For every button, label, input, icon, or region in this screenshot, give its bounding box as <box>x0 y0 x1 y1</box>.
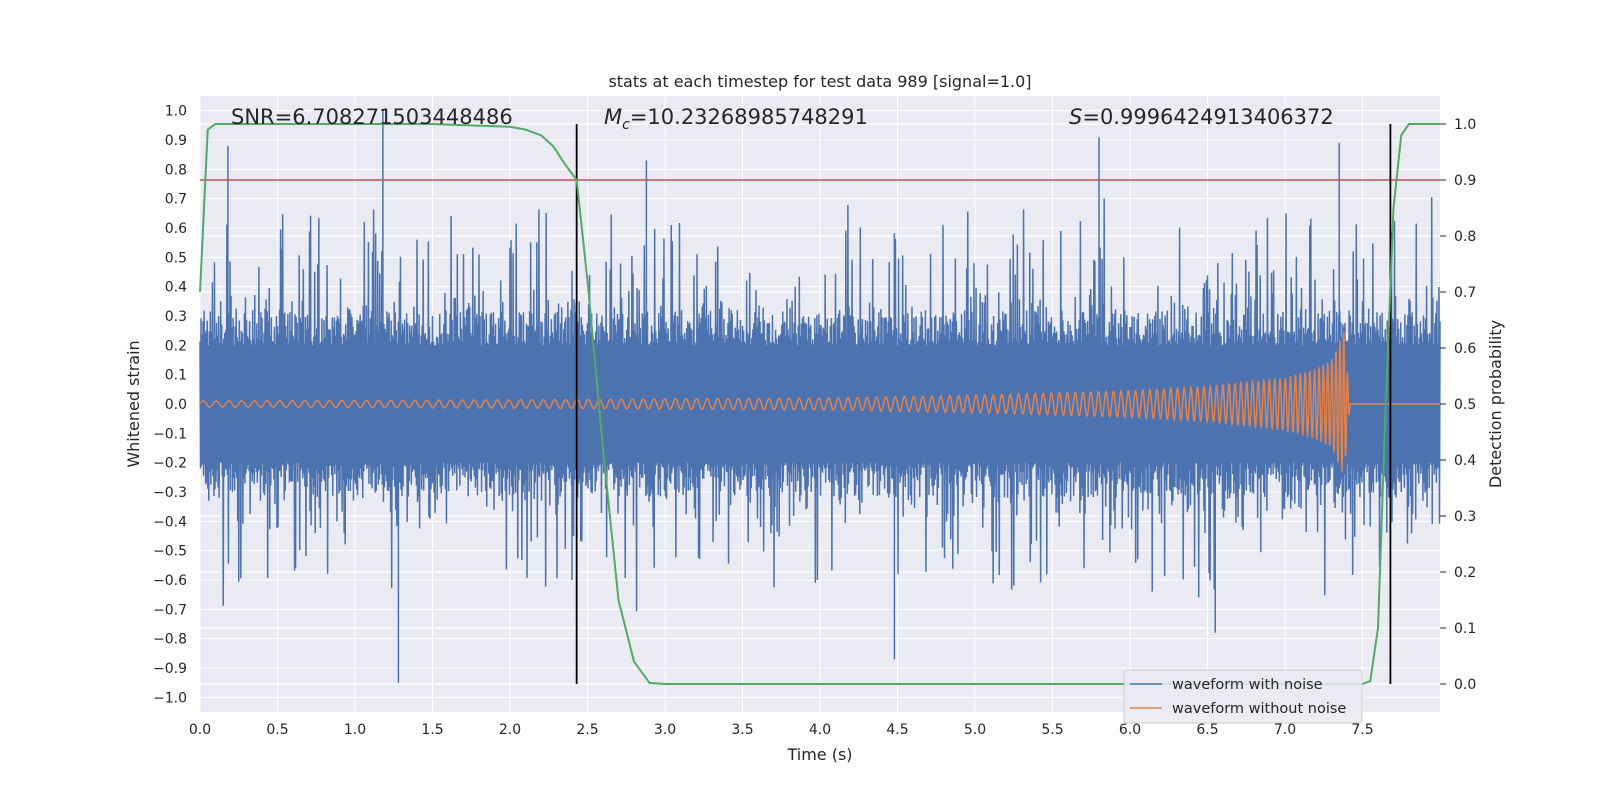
y-tick-label: 1.0 <box>165 104 187 120</box>
x-tick-label: 1.5 <box>421 722 443 738</box>
y2-tick-label: 0.7 <box>1454 285 1476 301</box>
y-tick-label: −0.6 <box>153 573 187 589</box>
x-tick-label: 3.0 <box>654 722 676 738</box>
y-tick-label: −0.1 <box>153 426 187 442</box>
y2-axis-label: Detection probability <box>1486 320 1505 488</box>
y2-tick-label: 0.1 <box>1454 621 1476 637</box>
y-tick-label: 0.8 <box>165 162 187 178</box>
y2-tick-label: 1.0 <box>1454 117 1476 133</box>
y2-tick-label: 0.4 <box>1454 453 1476 469</box>
legend-box <box>1123 669 1363 724</box>
x-tick-label: 2.5 <box>576 722 598 738</box>
axes: 0.0 0.5 1.0 1.5 2.0 2.5 3.0 3.5 4.0 4.5 5.0 5.5 6.0 6… <box>153 104 1476 738</box>
x-tick-label: 4.5 <box>886 722 908 738</box>
x-tick-label: 4.0 <box>809 722 831 738</box>
y2-tick-label: 0.0 <box>1454 677 1476 693</box>
x-tick-label: 0.0 <box>189 722 211 738</box>
y2-tick-label: 0.8 <box>1454 229 1476 245</box>
y-tick-label: 0.5 <box>165 250 187 266</box>
y-tick-label: −0.2 <box>153 456 187 472</box>
y-tick-label: −0.4 <box>153 514 187 530</box>
legend-label-noise: waveform with noise <box>1172 677 1323 693</box>
x-tick-label: 7.0 <box>1274 722 1296 738</box>
y2-tick-label: 0.3 <box>1454 509 1476 525</box>
y-axis-label: Whitened strain <box>124 340 143 467</box>
y2-tick-label: 0.9 <box>1454 173 1476 189</box>
y-tick-label: 0.2 <box>165 338 187 354</box>
chart-title: stats at each timestep for test data 989… <box>608 72 1031 91</box>
y-tick-label: −0.5 <box>153 544 187 560</box>
x-tick-label: 6.5 <box>1196 722 1218 738</box>
mc-annotation: Mc=10.23268985748291 <box>604 105 868 133</box>
y-tick-label: 0.3 <box>165 309 187 325</box>
x-tick-label: 5.0 <box>964 722 986 738</box>
x-tick-label: 6.0 <box>1119 722 1141 738</box>
clean-series <box>199 332 1440 472</box>
y-tick-label: −0.7 <box>153 602 187 618</box>
y-tick-label: −0.8 <box>153 632 187 648</box>
x-tick-label: 1.0 <box>344 722 366 738</box>
x-tick-label: 2.0 <box>499 722 521 738</box>
x-tick-label: 0.5 <box>266 722 288 738</box>
s-annotation: S=0.9996424913406372 <box>1069 105 1334 129</box>
y-tick-label: 0.0 <box>165 397 187 413</box>
x-tick-label: 5.5 <box>1041 722 1063 738</box>
legend-label-clean: waveform without noise <box>1172 701 1346 717</box>
y-tick-label: 0.9 <box>165 133 187 149</box>
y2-tick-label: 0.2 <box>1454 565 1476 581</box>
y-tick-label: 0.7 <box>165 192 187 208</box>
x-tick-label: 3.5 <box>731 722 753 738</box>
x-tick-label: 7.5 <box>1351 722 1373 738</box>
y-tick-label: −0.3 <box>153 485 187 501</box>
noise-series <box>199 110 1441 683</box>
noise-waveform-line <box>199 110 1441 683</box>
y-tick-label: −1.0 <box>153 690 187 706</box>
probability-line <box>199 123 1440 685</box>
x-axis-label: Time (s) <box>786 745 852 764</box>
y-tick-label: 0.4 <box>165 280 187 296</box>
overlay <box>199 123 1440 685</box>
y2-tick-label: 0.5 <box>1454 397 1476 413</box>
legend: waveform with noise waveform without noi… <box>1123 669 1363 724</box>
y2-tick-label: 0.6 <box>1454 341 1476 357</box>
y-tick-label: 0.6 <box>165 221 187 237</box>
y-tick-label: −0.9 <box>153 661 187 677</box>
clean-waveform-line <box>199 332 1440 472</box>
snr-annotation: SNR=6.708271503448486 <box>231 105 513 129</box>
y-tick-label: 0.1 <box>165 368 187 384</box>
